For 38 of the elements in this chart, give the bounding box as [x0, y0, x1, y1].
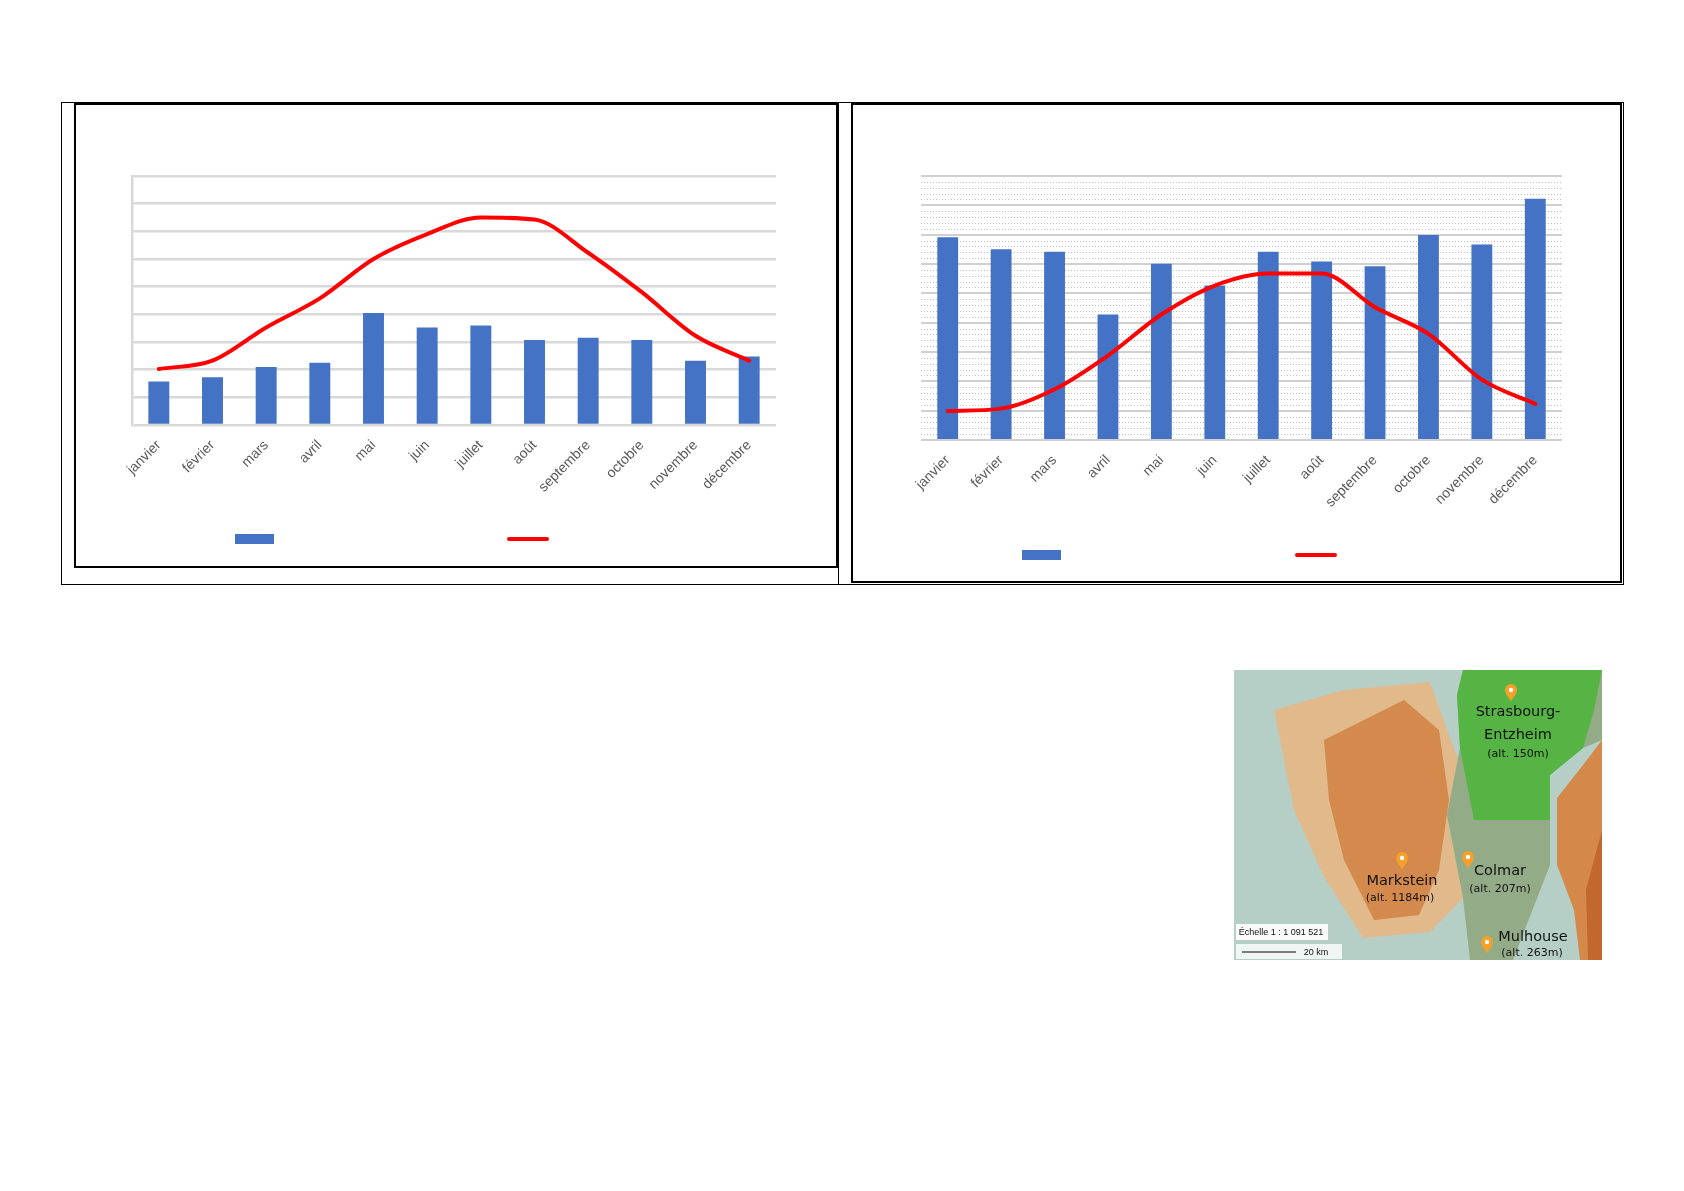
- bar: [1311, 261, 1333, 439]
- text: (alt. 1184m): [1365, 890, 1435, 904]
- bar: [416, 327, 438, 424]
- text: Strasbourg-Entzheim: [1474, 702, 1562, 744]
- bar: [1044, 251, 1065, 439]
- bar: [685, 360, 706, 424]
- text: Mulhouse: [1498, 927, 1568, 945]
- bar: [990, 249, 1012, 439]
- bar: [1364, 266, 1386, 439]
- bar: [524, 339, 545, 424]
- x-tick-label: mai: [1138, 451, 1167, 479]
- bar: [202, 377, 223, 424]
- bar: [631, 339, 653, 424]
- bar: [738, 356, 760, 424]
- text: (alt. 207m): [1469, 881, 1531, 895]
- x-tick-label: juin: [404, 436, 433, 464]
- bar: [1524, 198, 1546, 439]
- text: Échelle 1 : 1 091 521: [1238, 926, 1324, 938]
- text: Colmar: [1474, 861, 1526, 879]
- bar: [470, 325, 492, 424]
- bar: [148, 381, 170, 424]
- text: Markstein: [1366, 871, 1438, 889]
- bar: [1204, 285, 1226, 439]
- text: (alt. 150m): [1487, 746, 1549, 760]
- x-tick-label: juin: [1192, 451, 1220, 479]
- bar: [363, 312, 384, 424]
- bar: [1471, 244, 1493, 439]
- bar: [1257, 251, 1279, 439]
- bar: [577, 337, 599, 424]
- bar: [255, 366, 277, 424]
- bar: [937, 237, 959, 439]
- bar: [309, 362, 331, 424]
- text: (alt. 263m): [1501, 945, 1563, 959]
- x-tick-label: mai: [351, 436, 379, 464]
- bar: [1097, 314, 1119, 439]
- bar: [1150, 263, 1172, 439]
- text: 20 km: [1303, 946, 1329, 958]
- bar: [1418, 234, 1439, 439]
